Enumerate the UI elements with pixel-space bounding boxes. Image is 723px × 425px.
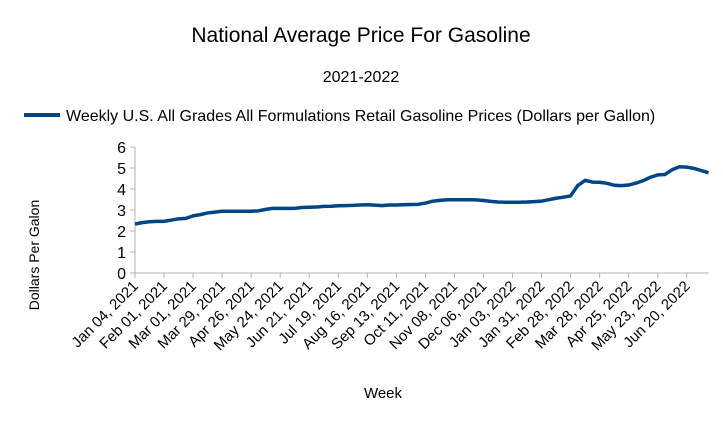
y-axis-label: Dollars Per Galon [26,200,42,311]
chart-subtitle: 2021-2022 [323,69,400,86]
y-tick-label: 4 [117,182,126,199]
y-tick-label: 5 [117,161,126,178]
x-axis-label: Week [364,385,403,402]
y-tick-label: 3 [117,203,126,220]
y-tick-label: 1 [117,245,126,262]
y-tick-label: 6 [117,140,126,157]
data-line [134,164,710,226]
y-tick-label: 0 [117,266,126,283]
legend-label: Weekly U.S. All Grades All Formulations … [66,108,655,125]
chart-title: National Average Price For Gasoline [191,24,530,47]
y-tick-label: 2 [117,224,126,241]
